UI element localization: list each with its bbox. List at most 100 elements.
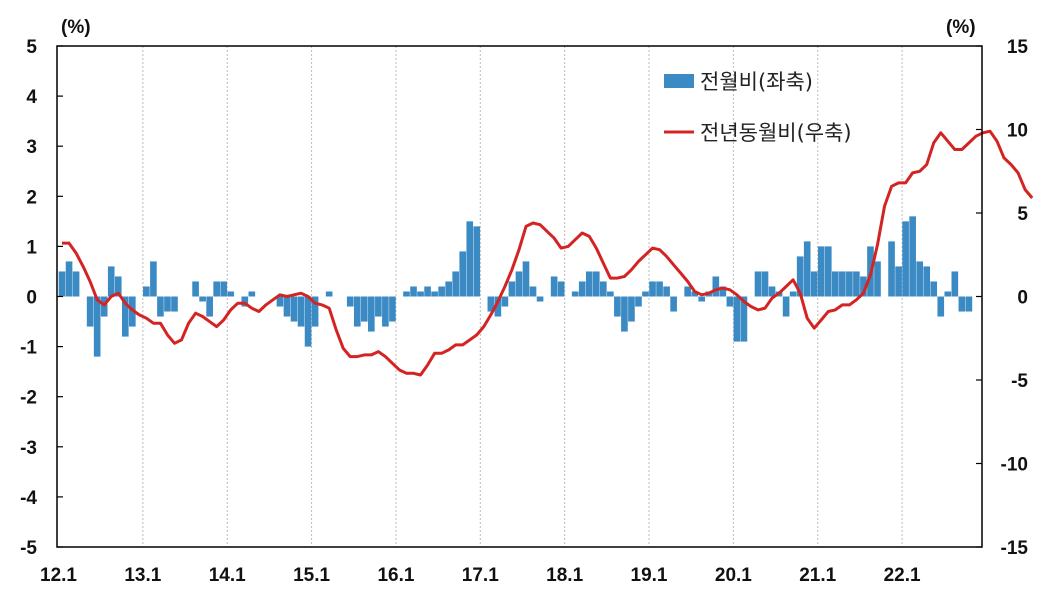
bar xyxy=(157,296,164,317)
right-axis: 15 10 5 0 -5 -10 -15 xyxy=(976,37,1028,559)
bar xyxy=(522,261,530,297)
bar xyxy=(86,296,94,327)
right-tick-label: -15 xyxy=(1001,538,1029,559)
left-axis-unit: (%) xyxy=(61,17,91,38)
left-tick-label: -4 xyxy=(20,488,37,509)
left-tick-label: 0 xyxy=(26,288,37,309)
bar xyxy=(796,256,804,297)
bar xyxy=(389,296,396,322)
left-tick-label: 3 xyxy=(26,137,37,158)
left-tick-label: -1 xyxy=(20,338,37,359)
right-axis-unit: (%) xyxy=(946,17,976,38)
bar xyxy=(846,271,853,297)
bar xyxy=(902,221,909,297)
bar xyxy=(888,241,895,297)
bar xyxy=(550,276,558,297)
bar xyxy=(297,296,305,327)
bar xyxy=(213,281,220,297)
x-tick-label: 20.1 xyxy=(715,565,752,586)
bar xyxy=(754,271,762,297)
bar xyxy=(501,296,509,307)
bar xyxy=(635,296,642,307)
bar xyxy=(107,266,115,297)
x-axis: 12.1 13.1 14.1 15.1 16.1 17.1 18.1 19.1 20.1 21.1… xyxy=(40,565,921,586)
bar xyxy=(874,261,881,297)
bar xyxy=(114,276,122,297)
legend: 전월비(좌축) 전년동월비(우축) xyxy=(664,70,852,145)
bar xyxy=(452,271,460,297)
bar xyxy=(810,271,818,297)
bar xyxy=(150,261,157,297)
left-tick-label: 4 xyxy=(26,87,37,108)
bar xyxy=(227,291,235,297)
bar xyxy=(360,296,368,322)
bar xyxy=(726,296,734,307)
bar xyxy=(614,296,621,317)
bar xyxy=(916,261,923,297)
left-tick-label: -3 xyxy=(20,438,37,459)
x-tick-label: 16.1 xyxy=(377,565,414,586)
x-tick-label: 21.1 xyxy=(799,565,836,586)
bar xyxy=(72,271,80,297)
bar xyxy=(803,241,811,297)
bar xyxy=(346,296,354,307)
bar xyxy=(571,291,579,297)
x-tick-label: 18.1 xyxy=(546,565,583,586)
right-tick-label: 15 xyxy=(1007,37,1029,58)
line-layer xyxy=(62,129,1034,377)
x-tick-label: 13.1 xyxy=(124,565,161,586)
x-tick-label: 12.1 xyxy=(40,565,77,586)
bar xyxy=(557,281,565,297)
bar xyxy=(171,296,178,312)
bar xyxy=(909,216,916,297)
bar xyxy=(944,291,952,297)
x-tick-label: 15.1 xyxy=(293,565,330,586)
bar xyxy=(621,296,628,332)
bar xyxy=(832,271,839,297)
bar xyxy=(382,296,389,327)
left-tick-label: 1 xyxy=(26,237,37,258)
bar xyxy=(311,296,319,327)
bar xyxy=(100,296,108,317)
bar xyxy=(445,281,452,297)
bar xyxy=(248,291,256,297)
bar xyxy=(487,296,495,312)
bar xyxy=(529,286,537,297)
bar xyxy=(691,291,699,297)
bar xyxy=(860,276,867,297)
bar xyxy=(58,271,66,297)
right-tick-label: -5 xyxy=(1011,371,1028,392)
bar xyxy=(494,296,502,317)
x-tick-label: 17.1 xyxy=(462,565,499,586)
bar xyxy=(951,271,959,297)
bar xyxy=(473,226,481,297)
bar xyxy=(670,296,677,312)
bar xyxy=(585,271,593,297)
legend-line-label: 전년동월비(우축) xyxy=(700,121,852,145)
bar xyxy=(930,281,938,297)
left-tick-label: -5 xyxy=(20,538,37,559)
left-tick-label: 5 xyxy=(26,37,37,58)
bar xyxy=(206,296,213,317)
bar xyxy=(733,296,741,342)
bar xyxy=(649,281,656,297)
bar xyxy=(853,271,860,297)
grid-layer xyxy=(142,46,903,547)
left-tick-label: -2 xyxy=(20,388,37,409)
bar xyxy=(93,296,101,357)
bar xyxy=(817,246,825,297)
bar xyxy=(592,271,600,297)
x-tick-label: 14.1 xyxy=(209,565,246,586)
bar xyxy=(276,296,284,307)
bar xyxy=(508,281,516,297)
bar xyxy=(220,281,228,297)
bar xyxy=(438,286,445,297)
bar xyxy=(283,296,291,317)
right-tick-label: 10 xyxy=(1007,121,1028,142)
bar xyxy=(656,281,663,297)
bar xyxy=(368,296,375,332)
bar xyxy=(304,296,312,347)
bar xyxy=(466,221,474,297)
bar xyxy=(241,296,249,307)
